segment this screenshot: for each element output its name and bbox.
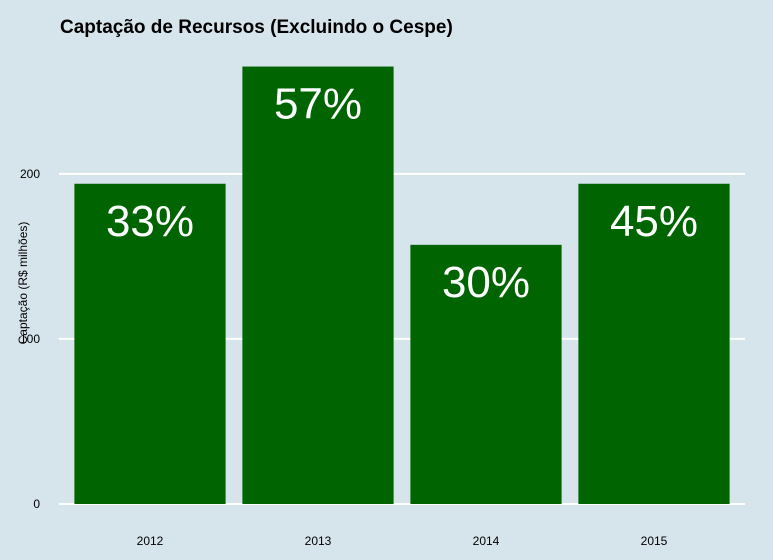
y-tick-labels: 0 100 200: [20, 167, 40, 511]
data-label-2014: 30%: [442, 258, 530, 307]
bars: [74, 66, 730, 504]
x-tick-label-2012: 2012: [137, 534, 164, 548]
y-tick-label-100: 100: [20, 332, 40, 346]
data-label-2015: 45%: [610, 197, 698, 246]
y-tick-label-200: 200: [20, 167, 40, 181]
x-tick-label-2014: 2014: [473, 534, 500, 548]
x-tick-label-2013: 2013: [305, 534, 332, 548]
y-axis-label: Captação (R$ milhões): [16, 222, 30, 345]
y-tick-label-0: 0: [33, 497, 40, 511]
bar-2015: [578, 183, 730, 504]
x-tick-labels: 2012 2013 2014 2015: [137, 534, 668, 548]
data-label-2012: 33%: [106, 197, 194, 246]
data-labels: 33% 57% 30% 45%: [106, 80, 698, 307]
data-label-2013: 57%: [274, 80, 362, 129]
chart-title: Captação de Recursos (Excluindo o Cespe): [60, 17, 453, 38]
bar-2014: [410, 244, 562, 504]
bar-2013: [242, 66, 394, 504]
bar-2012: [74, 183, 226, 504]
x-tick-label-2015: 2015: [641, 534, 668, 548]
